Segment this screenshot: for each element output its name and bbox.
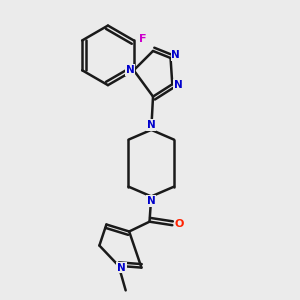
Text: N: N	[117, 262, 126, 273]
Text: N: N	[171, 50, 180, 60]
Text: N: N	[126, 65, 135, 75]
Text: O: O	[175, 219, 184, 229]
Text: N: N	[147, 120, 156, 130]
Text: N: N	[174, 80, 183, 90]
Text: N: N	[147, 196, 156, 206]
Text: F: F	[139, 34, 146, 44]
